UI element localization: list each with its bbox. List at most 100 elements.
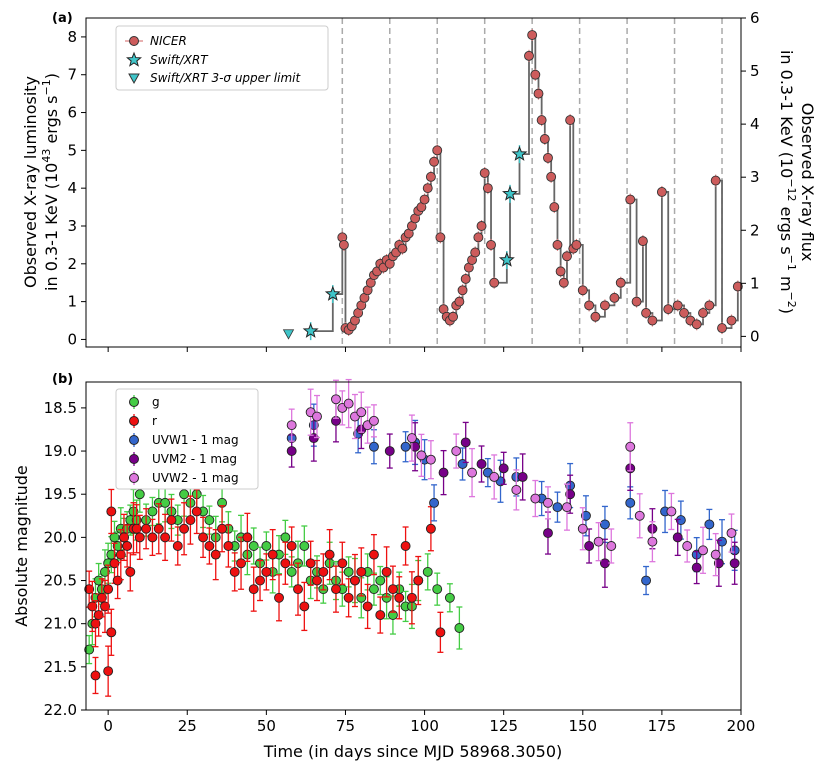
point-UVM2 bbox=[543, 528, 553, 539]
point-r bbox=[350, 575, 360, 586]
y2-tick-label: 6 bbox=[750, 9, 760, 27]
point-r bbox=[305, 558, 316, 569]
x-axis-ticks bbox=[107, 347, 742, 352]
nicer-point bbox=[422, 183, 433, 194]
y2label-line-1: Observed X-ray flux bbox=[798, 103, 817, 262]
point-UVW2 bbox=[368, 415, 379, 426]
point-g bbox=[109, 532, 120, 543]
y-tick-label: 7 bbox=[67, 66, 77, 84]
point-r bbox=[242, 532, 253, 543]
point-UVW2 bbox=[666, 506, 677, 517]
point-UVW2 bbox=[606, 541, 617, 551]
nicer-point bbox=[432, 145, 443, 156]
point-r bbox=[324, 549, 335, 560]
nicer-point bbox=[530, 69, 541, 80]
point-r bbox=[368, 549, 379, 560]
x-tick-label: 100 bbox=[410, 717, 439, 735]
panel-b-frame bbox=[85, 381, 742, 711]
vline-group bbox=[341, 18, 723, 347]
panel-b-label: (b) bbox=[52, 372, 73, 387]
point-r bbox=[223, 541, 234, 551]
nicer-point bbox=[631, 296, 642, 307]
nicer-point bbox=[641, 308, 652, 318]
point-UVW2 bbox=[467, 467, 477, 478]
legend-a-box bbox=[115, 25, 329, 91]
point-UVW1 bbox=[675, 515, 686, 526]
nicer-point bbox=[562, 251, 572, 262]
point-r bbox=[217, 523, 228, 534]
y2-tick-label: 2 bbox=[750, 221, 760, 239]
point-UVM2 bbox=[384, 446, 395, 457]
xrt-upper-limit bbox=[282, 329, 295, 340]
nicer-point bbox=[555, 266, 566, 277]
nicer-point bbox=[533, 88, 544, 99]
point-r bbox=[87, 601, 98, 612]
point-g bbox=[261, 541, 272, 551]
y-tick-label: 22.0 bbox=[44, 701, 77, 719]
nicer-point bbox=[584, 300, 595, 311]
point-UVW2 bbox=[726, 528, 737, 539]
point-r bbox=[400, 541, 411, 551]
nicer-point bbox=[549, 202, 560, 213]
nicer-point bbox=[732, 281, 743, 292]
panel-a: (a) 0 1 2 3 4 5 6 7 8 0 1 2 3 4 5 6 Observed X-ray lum… bbox=[21, 9, 817, 352]
point-UVM2 bbox=[438, 467, 449, 478]
point-r bbox=[331, 584, 341, 595]
point-r bbox=[318, 566, 329, 577]
point-g bbox=[248, 541, 259, 551]
nicer-point bbox=[448, 311, 459, 322]
y-tick-label: 20.5 bbox=[44, 572, 77, 590]
nicer-point bbox=[663, 304, 674, 315]
point-r bbox=[100, 601, 110, 612]
step-lines bbox=[310, 34, 739, 333]
nicer-point bbox=[552, 239, 563, 250]
point-UVM2 bbox=[599, 558, 610, 569]
point-r bbox=[90, 618, 101, 629]
point-r bbox=[204, 541, 215, 551]
point-UVW2 bbox=[634, 510, 645, 521]
panel-a-frame bbox=[85, 17, 742, 348]
nicer-point bbox=[625, 194, 636, 205]
point-r bbox=[425, 523, 436, 534]
point-g bbox=[368, 584, 379, 595]
data-marks bbox=[282, 29, 743, 341]
x-tick-label: 75 bbox=[336, 717, 355, 735]
legend-label: NICER bbox=[150, 34, 187, 48]
point-r bbox=[90, 670, 101, 681]
nicer-point bbox=[637, 236, 648, 247]
y-tick-label: 1 bbox=[67, 293, 77, 311]
x-axis-ticks: 0 25 50 75 100 125 150 175 200 bbox=[103, 710, 755, 735]
point-r bbox=[125, 566, 136, 577]
point-UVW2 bbox=[286, 420, 297, 431]
point-r bbox=[387, 584, 398, 595]
y2-axis-ticks: 0 1 2 3 4 5 6 bbox=[741, 9, 760, 345]
y2-tick-label: 0 bbox=[750, 327, 760, 345]
legend-label: UVM2 - 1 mag bbox=[152, 452, 237, 466]
point-g bbox=[343, 566, 354, 577]
y-tick-label: 21.5 bbox=[44, 658, 77, 676]
ylabel-b: Absolute magnitude bbox=[12, 465, 31, 627]
legend-label: r bbox=[152, 414, 157, 428]
point-r bbox=[96, 592, 107, 603]
nicer-point bbox=[486, 239, 496, 250]
y-tick-label: 18.5 bbox=[44, 399, 77, 417]
point-r bbox=[286, 541, 297, 551]
point-UVM2 bbox=[713, 558, 724, 569]
legend-b-box bbox=[115, 388, 259, 490]
nicer-point bbox=[454, 296, 465, 307]
xlabel-b: Time (in days since MJD 58968.3050) bbox=[263, 742, 563, 761]
point-r bbox=[280, 558, 291, 569]
y-tick-label: 3 bbox=[67, 217, 77, 235]
point-r bbox=[248, 584, 259, 595]
x-tick-label: 150 bbox=[568, 717, 597, 735]
y2-tick-label: 3 bbox=[750, 168, 760, 186]
nicer-point bbox=[527, 30, 538, 40]
point-g bbox=[454, 623, 465, 633]
point-UVW2 bbox=[593, 536, 604, 547]
legend-swatch bbox=[129, 416, 139, 426]
point-UVW2 bbox=[489, 471, 500, 482]
point-r bbox=[413, 575, 424, 586]
point-r bbox=[406, 592, 417, 603]
y-tick-label: 5 bbox=[67, 141, 77, 159]
point-UVW2 bbox=[312, 411, 322, 422]
